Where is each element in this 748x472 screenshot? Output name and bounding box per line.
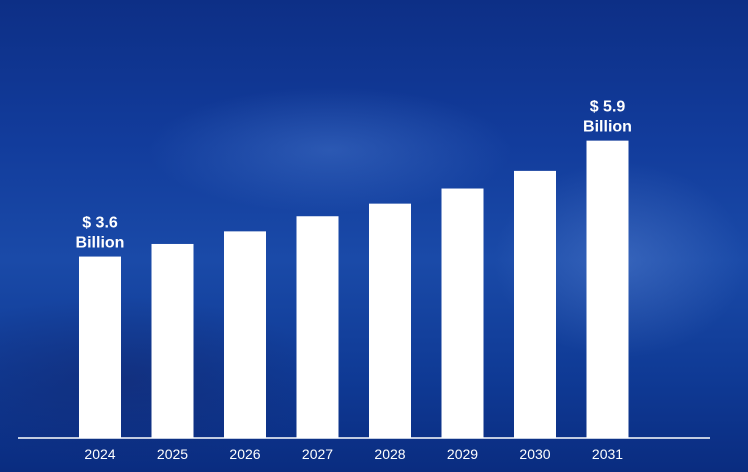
x-tick-label-2027: 2027 <box>302 446 333 462</box>
bar-2024 <box>79 256 121 438</box>
x-tick-label-2031: 2031 <box>592 446 623 462</box>
x-tick-label-2029: 2029 <box>447 446 478 462</box>
x-tick-label-2026: 2026 <box>229 446 260 462</box>
bars-group <box>79 140 629 438</box>
x-tick-label-2024: 2024 <box>84 446 115 462</box>
x-tick-label-2028: 2028 <box>374 446 405 462</box>
bar-2028 <box>369 203 411 438</box>
bar-2025 <box>151 243 194 438</box>
data-label-2024: $ 3.6 Billion <box>76 215 125 252</box>
bar-2029 <box>441 188 484 438</box>
x-tick-label-2030: 2030 <box>519 446 550 462</box>
x-tick-labels: 2024 2025 2026 2027 2028 2029 2030 2031 <box>84 446 623 462</box>
data-label-2031: $ 5.9 Billion <box>583 99 632 136</box>
x-tick-label-2025: 2025 <box>157 446 188 462</box>
bar-2026 <box>224 231 266 438</box>
bar-2030 <box>514 170 556 438</box>
bar-2031 <box>586 140 629 438</box>
bar-2027 <box>296 216 339 438</box>
data-labels-group: $ 3.6 Billion $ 5.9 Billion <box>76 99 632 252</box>
